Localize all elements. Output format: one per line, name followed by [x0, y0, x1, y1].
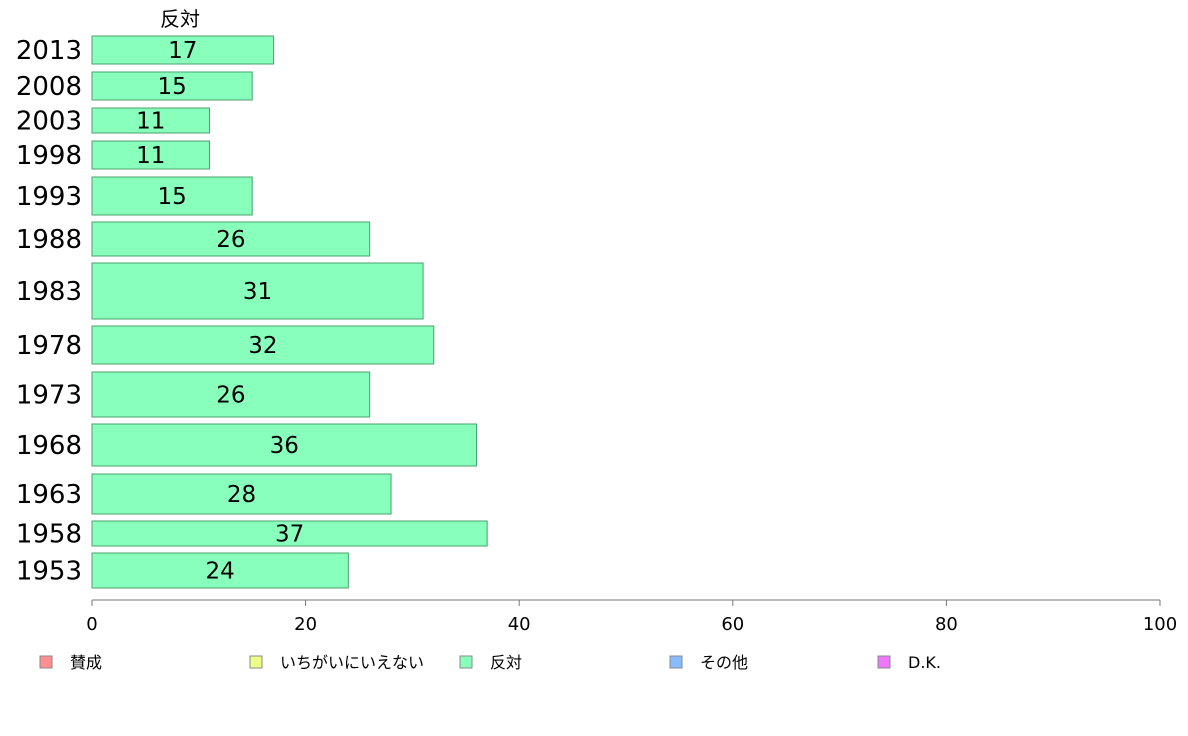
x-tick-label-100: 100 [1143, 614, 1177, 635]
x-axis: 0 20 40 60 80 100 [86, 599, 1177, 635]
bar-2008 [91, 71, 253, 101]
category-label-1953: 1953 [16, 557, 82, 587]
bar-1983 [91, 262, 424, 320]
bar-2013 [91, 35, 275, 65]
x-tick-label-60: 60 [721, 614, 744, 635]
legend-swatch-3 [669, 655, 683, 669]
bar-1998 [91, 140, 210, 170]
bar-1953 [91, 552, 349, 589]
category-label-2008: 2008 [16, 72, 82, 102]
bar-1958 [91, 520, 488, 547]
legend-label-4: D.K. [908, 653, 941, 672]
legend-swatch-4 [877, 655, 891, 669]
category-label-2003: 2003 [16, 107, 82, 137]
category-label-2013: 2013 [16, 36, 82, 66]
legend-label-2: 反対 [490, 653, 522, 672]
category-label-1973: 1973 [16, 381, 82, 411]
value-label-1998: 11 [136, 143, 165, 169]
value-label-2003: 11 [136, 109, 165, 135]
legend-label-3: その他 [700, 653, 748, 672]
column-title: 反対 [160, 7, 200, 31]
category-label-1968: 1968 [16, 431, 82, 461]
x-tick-label-0: 0 [86, 614, 97, 635]
value-label-1973: 26 [216, 383, 245, 409]
x-tick-label-80: 80 [935, 614, 958, 635]
value-label-1963: 28 [227, 482, 256, 508]
category-label-1998: 1998 [16, 141, 82, 171]
x-tick-label-40: 40 [508, 614, 531, 635]
value-label-2013: 17 [168, 38, 197, 64]
legend-swatch-2 [459, 655, 473, 669]
bars: 17 2013 15 2008 11 2003 11 1998 15 1993 26 1988 31 19… [16, 35, 488, 589]
category-label-1983: 1983 [16, 277, 82, 307]
bar-2003 [91, 107, 210, 134]
category-label-1963: 1963 [16, 480, 82, 510]
legend-swatch-0 [39, 655, 53, 669]
value-label-1993: 15 [157, 184, 186, 210]
bar-1988 [91, 221, 371, 257]
x-tick-label-20: 20 [294, 614, 317, 635]
bar-1993 [91, 176, 253, 216]
legend-label-1: いちがいにいえない [280, 653, 424, 672]
bar-1978 [91, 325, 435, 365]
category-label-1978: 1978 [16, 331, 82, 361]
value-label-1983: 31 [243, 279, 272, 305]
bar-1973 [91, 371, 371, 418]
bar-1968 [91, 423, 477, 467]
value-label-2008: 15 [157, 74, 186, 100]
value-label-1978: 32 [248, 333, 277, 359]
value-label-1958: 37 [275, 522, 304, 548]
value-label-1968: 36 [270, 433, 299, 459]
category-label-1988: 1988 [16, 225, 82, 255]
legend-label-0: 賛成 [70, 653, 102, 672]
category-label-1958: 1958 [16, 520, 82, 550]
legend-swatch-1 [249, 655, 263, 669]
value-label-1953: 24 [206, 559, 235, 585]
legend: 賛成 いちがいにいえない 反対 その他 D.K. [39, 653, 941, 672]
category-label-1993: 1993 [16, 182, 82, 212]
bar-1963 [91, 473, 392, 515]
value-label-1988: 26 [216, 227, 245, 253]
